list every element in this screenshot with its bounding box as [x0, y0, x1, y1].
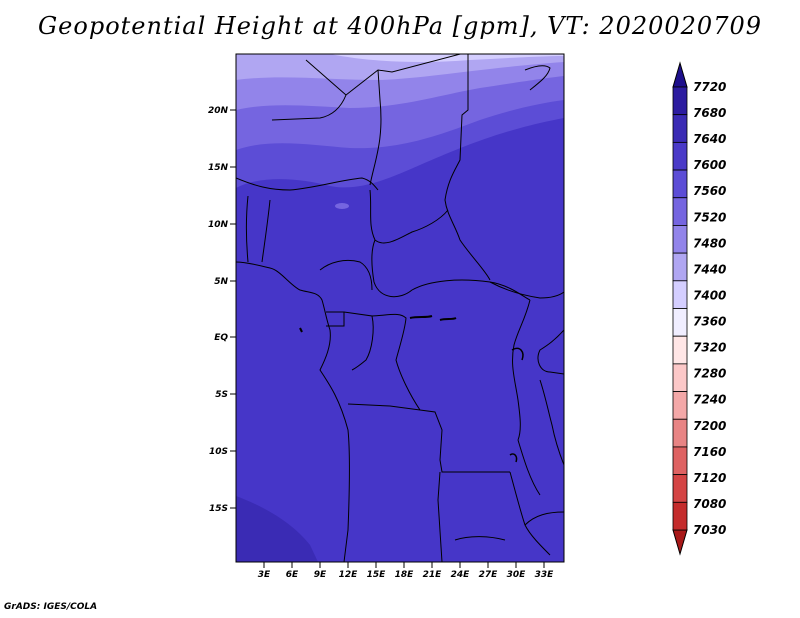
colorbar-label: 7400: [693, 288, 726, 302]
lon-tick: 12E: [339, 562, 359, 580]
colorbar-segment: [672, 446, 688, 476]
lat-tick: 20N: [208, 106, 236, 116]
colorbar-segment: [672, 501, 688, 531]
contour-7480: [236, 54, 564, 80]
colorbar-label: 7200: [693, 419, 726, 433]
longitude-axis: 3E 6E 9E 12E 15E 18E 21E 24E 27E 30E 33E: [258, 562, 554, 580]
lat-label: 5S: [215, 390, 228, 400]
contour-southwest: [236, 496, 318, 562]
lat-tick: EQ: [214, 333, 236, 343]
country-borders: [236, 54, 564, 562]
lon-tick: 18E: [395, 562, 415, 580]
colorbar-label: 7120: [693, 471, 726, 485]
colorbar-segment: [672, 86, 688, 116]
colorbar-label: 7560: [693, 184, 726, 198]
lat-label: 15N: [208, 163, 229, 173]
contour-blob: [335, 203, 349, 209]
lon-label: 6E: [286, 570, 299, 580]
lon-tick: 33E: [535, 562, 555, 580]
colorbar-segment: [672, 197, 688, 226]
lat-label: 10N: [208, 220, 229, 230]
colorbar-label: 7640: [693, 132, 726, 146]
colorbar-segment: [672, 391, 688, 420]
colorbar-segment: [672, 474, 688, 503]
colorbar-label: 7240: [693, 393, 726, 407]
colorbar-label: 7360: [693, 315, 726, 329]
lon-label: 21E: [423, 570, 443, 580]
map-panel: [236, 54, 564, 562]
colorbar-label: 7030: [693, 523, 726, 537]
lat-label: 10S: [209, 447, 228, 457]
lon-label: 18E: [395, 570, 415, 580]
lon-label: 27E: [479, 570, 499, 580]
lat-tick: 10N: [208, 220, 236, 230]
colorbar-label: 7520: [693, 210, 726, 224]
lat-label: 15S: [209, 504, 228, 514]
colorbar-segment: [672, 141, 688, 171]
colorbar-segment: [672, 335, 688, 365]
colorbar-segment: [672, 308, 688, 337]
colorbar-label: 7080: [693, 497, 726, 511]
colorbar-label: 7480: [693, 236, 726, 250]
colorbar-segment: [672, 252, 688, 282]
lon-label: 30E: [507, 570, 527, 580]
lon-tick: 21E: [423, 562, 443, 580]
colorbar-top-arrow: [672, 61, 688, 88]
colorbar-segment: [672, 169, 688, 199]
lon-label: 3E: [258, 570, 271, 580]
lon-label: 12E: [339, 570, 359, 580]
lat-tick: 10S: [209, 447, 236, 457]
lat-tick: 15S: [209, 504, 236, 514]
map-frame: [235, 53, 565, 563]
colorbar-label: 7720: [693, 80, 726, 94]
colorbar-label: 7440: [693, 262, 726, 276]
colorbar-label: 7600: [693, 158, 726, 172]
colorbar-label: 7680: [693, 106, 726, 120]
lat-label: 5N: [214, 277, 228, 287]
lat-tick: 5N: [214, 277, 236, 287]
colorbar-segment: [672, 363, 688, 392]
lon-label: 33E: [535, 570, 555, 580]
colorbar-segment: [672, 225, 688, 254]
lon-tick: 3E: [258, 562, 271, 580]
colorbar-bottom-arrow: [672, 529, 688, 556]
colorbar-segment: [672, 280, 688, 309]
lon-tick: 6E: [286, 562, 299, 580]
colorbar-label: 7320: [693, 341, 726, 355]
lon-tick: 15E: [367, 562, 387, 580]
colorbar-segment: [672, 418, 688, 448]
lat-label: 20N: [208, 106, 229, 116]
lon-label: 24E: [451, 570, 471, 580]
lat-tick: 15N: [208, 163, 236, 173]
colorbar-label: 7280: [693, 367, 726, 381]
lon-tick: 27E: [479, 562, 499, 580]
lon-label: 15E: [367, 570, 387, 580]
latitude-axis: 20N 15N 10N 5N EQ 5S 10S 15S: [208, 106, 236, 514]
lat-label: EQ: [214, 333, 228, 343]
software-credit: GrADS: IGES/COLA: [4, 602, 98, 612]
chart-title: Geopotential Height at 400hPa [gpm], VT:…: [38, 12, 762, 40]
lon-tick: 30E: [507, 562, 527, 580]
lon-label: 9E: [314, 570, 327, 580]
lat-tick: 5S: [215, 390, 236, 400]
lon-tick: 24E: [451, 562, 471, 580]
lon-tick: 9E: [314, 562, 327, 580]
colorbar-label: 7160: [693, 445, 726, 459]
colorbar: 7720 7680 7640 7600 7560 7520 7480 7440 7400 7360…: [672, 61, 726, 556]
colorbar-segment: [672, 114, 688, 143]
